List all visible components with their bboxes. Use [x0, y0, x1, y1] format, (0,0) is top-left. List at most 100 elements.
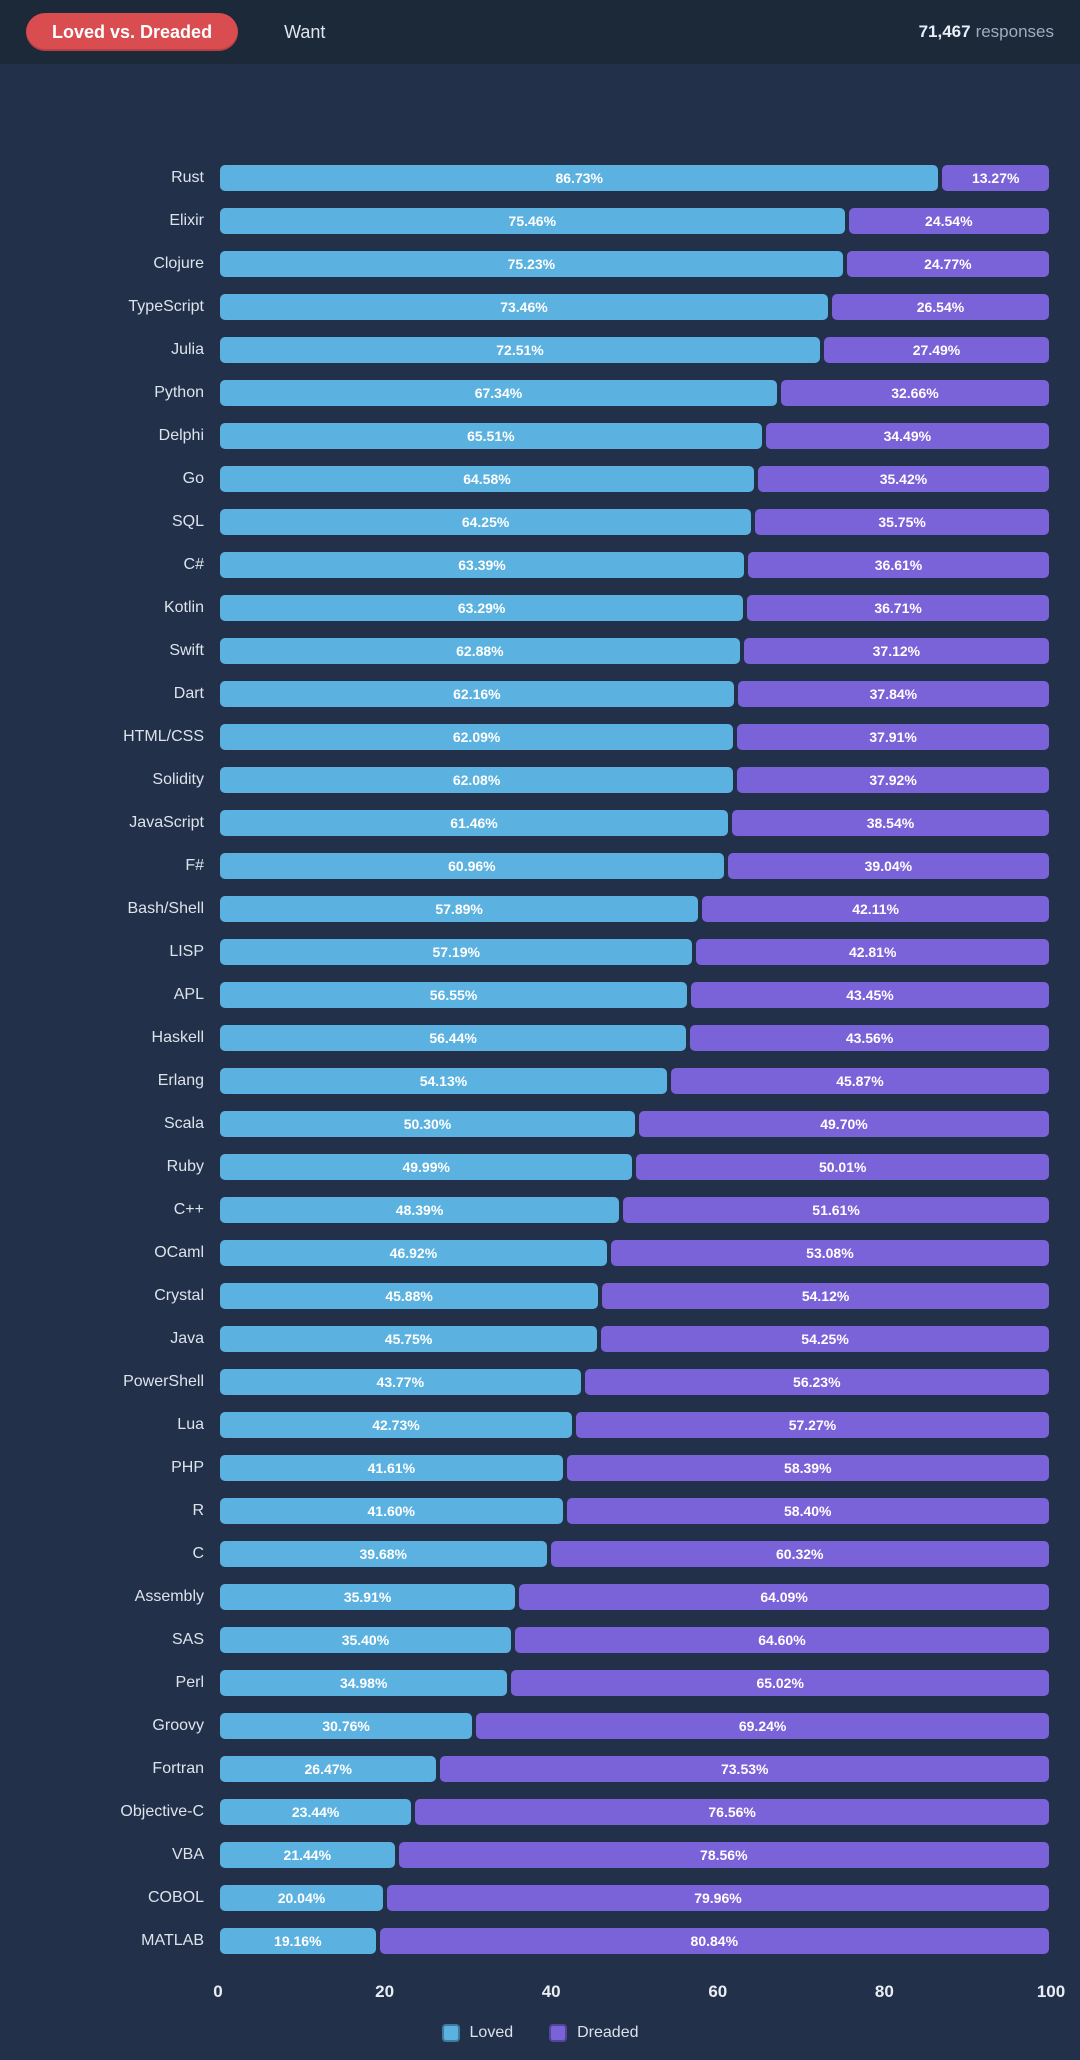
dreaded-bar-segment[interactable]: 56.23%	[582, 1366, 1051, 1397]
loved-bar-segment[interactable]: 61.46%	[218, 807, 730, 838]
dreaded-bar-segment[interactable]: 43.56%	[688, 1022, 1051, 1053]
bar-value-label: 35.91%	[343, 1588, 392, 1605]
dreaded-bar-segment[interactable]: 26.54%	[829, 291, 1051, 322]
legend-item-loved[interactable]: Loved	[441, 2024, 514, 2042]
bar-row: Dart 62.16% 37.84%	[0, 672, 1051, 715]
loved-bar-segment[interactable]: 54.13%	[218, 1065, 669, 1096]
loved-bar-segment[interactable]: 46.92%	[218, 1237, 609, 1268]
dreaded-bar-segment[interactable]: 57.27%	[573, 1409, 1051, 1440]
loved-bar-segment[interactable]: 56.55%	[218, 979, 690, 1010]
loved-bar-segment[interactable]: 62.16%	[218, 678, 736, 709]
dreaded-bar-segment[interactable]: 43.45%	[689, 979, 1051, 1010]
x-axis-tick: 0	[213, 1982, 223, 2001]
dreaded-bar-segment[interactable]: 35.75%	[753, 506, 1051, 537]
loved-bar-segment[interactable]: 26.47%	[218, 1753, 439, 1784]
loved-bar-segment[interactable]: 20.04%	[218, 1882, 385, 1913]
dreaded-bar-segment[interactable]: 64.09%	[517, 1581, 1051, 1612]
loved-bar-segment[interactable]: 42.73%	[218, 1409, 574, 1440]
bar-value-label: 65.02%	[756, 1674, 804, 1691]
loved-bar-segment[interactable]: 19.16%	[218, 1925, 378, 1956]
dreaded-bar-segment[interactable]: 54.25%	[599, 1323, 1051, 1354]
loved-bar-segment[interactable]: 49.99%	[218, 1151, 635, 1182]
bar-row: Rust 86.73% 13.27%	[0, 156, 1051, 199]
loved-bar-segment[interactable]: 63.39%	[218, 549, 747, 580]
loved-bar-segment[interactable]: 65.51%	[218, 420, 764, 451]
bar-value-label: 76.56%	[708, 1803, 756, 1820]
loved-bar-segment[interactable]: 62.08%	[218, 764, 736, 795]
loved-bar-segment[interactable]: 39.68%	[218, 1538, 549, 1569]
dreaded-bar-segment[interactable]: 37.84%	[735, 678, 1051, 709]
language-label: Assembly	[134, 1587, 204, 1605]
dreaded-bar-segment[interactable]: 24.54%	[846, 205, 1051, 236]
dreaded-bar-segment[interactable]: 58.40%	[564, 1495, 1051, 1526]
loved-bar-segment[interactable]: 86.73%	[218, 162, 941, 193]
dreaded-bar-segment[interactable]: 65.02%	[509, 1667, 1051, 1698]
loved-bar-segment[interactable]: 41.61%	[218, 1452, 565, 1483]
dreaded-bar-segment[interactable]: 51.61%	[621, 1194, 1051, 1225]
dreaded-bar-segment[interactable]: 37.12%	[741, 635, 1051, 666]
loved-bar-segment[interactable]: 23.44%	[218, 1796, 414, 1827]
dreaded-bar-segment[interactable]: 64.60%	[512, 1624, 1051, 1655]
dreaded-bar-segment[interactable]: 73.53%	[438, 1753, 1051, 1784]
loved-bar-segment[interactable]: 21.44%	[218, 1839, 397, 1870]
dreaded-bar-segment[interactable]: 49.70%	[636, 1108, 1051, 1139]
loved-bar-segment[interactable]: 35.40%	[218, 1624, 513, 1655]
dreaded-bar-segment[interactable]: 42.81%	[694, 936, 1051, 967]
loved-bar-segment[interactable]: 34.98%	[218, 1667, 510, 1698]
dreaded-bar-segment[interactable]: 60.32%	[548, 1538, 1051, 1569]
loved-bar-segment[interactable]: 57.19%	[218, 936, 695, 967]
dreaded-bar-segment[interactable]: 45.87%	[668, 1065, 1051, 1096]
bar-group: 35.91% 64.09%	[218, 1581, 1051, 1612]
loved-bar-segment[interactable]: 41.60%	[218, 1495, 565, 1526]
loved-bar-segment[interactable]: 60.96%	[218, 850, 726, 881]
loved-bar-segment[interactable]: 30.76%	[218, 1710, 475, 1741]
dreaded-bar-segment[interactable]: 76.56%	[413, 1796, 1051, 1827]
loved-bar-segment[interactable]: 73.46%	[218, 291, 830, 322]
loved-bar-segment[interactable]: 64.58%	[218, 463, 756, 494]
loved-bar-segment[interactable]: 62.09%	[218, 721, 736, 752]
dreaded-bar-segment[interactable]: 78.56%	[396, 1839, 1051, 1870]
dreaded-bar-segment[interactable]: 37.92%	[735, 764, 1051, 795]
loved-bar-segment[interactable]: 35.91%	[218, 1581, 518, 1612]
dreaded-bar-segment[interactable]: 36.61%	[746, 549, 1051, 580]
loved-bar-segment[interactable]: 56.44%	[218, 1022, 689, 1053]
dreaded-bar-segment[interactable]: 50.01%	[634, 1151, 1051, 1182]
bar-value-label: 50.30%	[403, 1115, 452, 1132]
loved-bar-segment[interactable]: 67.34%	[218, 377, 779, 408]
dreaded-bar-segment[interactable]: 35.42%	[755, 463, 1051, 494]
dreaded-bar-segment[interactable]: 13.27%	[940, 162, 1051, 193]
loved-bar-segment[interactable]: 48.39%	[218, 1194, 622, 1225]
loved-bar-segment[interactable]: 75.46%	[218, 205, 847, 236]
loved-bar-segment[interactable]: 45.75%	[218, 1323, 600, 1354]
loved-bar-segment[interactable]: 50.30%	[218, 1108, 637, 1139]
dreaded-bar-segment[interactable]: 80.84%	[377, 1925, 1051, 1956]
loved-bar-segment[interactable]: 57.89%	[218, 893, 701, 924]
bar-row: Clojure 75.23% 24.77%	[0, 242, 1051, 285]
dreaded-bar-segment[interactable]: 27.49%	[822, 334, 1051, 365]
dreaded-bar-segment[interactable]: 58.39%	[564, 1452, 1051, 1483]
bar-row: Lua 42.73% 57.27%	[0, 1403, 1051, 1446]
dreaded-bar-segment[interactable]: 79.96%	[384, 1882, 1051, 1913]
dreaded-bar-segment[interactable]: 69.24%	[474, 1710, 1051, 1741]
loved-bar-segment[interactable]: 75.23%	[218, 248, 845, 279]
dreaded-bar-segment[interactable]: 38.54%	[729, 807, 1051, 838]
loved-bar-segment[interactable]: 43.77%	[218, 1366, 583, 1397]
dreaded-bar-segment[interactable]: 37.91%	[735, 721, 1051, 752]
loved-bar-segment[interactable]: 64.25%	[218, 506, 754, 537]
dreaded-bar-segment[interactable]: 34.49%	[763, 420, 1051, 451]
loved-bar-segment[interactable]: 72.51%	[218, 334, 822, 365]
dreaded-bar-segment[interactable]: 39.04%	[725, 850, 1051, 881]
dreaded-bar-segment[interactable]: 24.77%	[844, 248, 1051, 279]
legend-item-dreaded[interactable]: Dreaded	[549, 2024, 638, 2042]
tab-loved-dreaded[interactable]: Loved vs. Dreaded	[26, 13, 239, 51]
loved-bar-segment[interactable]: 45.88%	[218, 1280, 601, 1311]
dreaded-bar-segment[interactable]: 32.66%	[778, 377, 1051, 408]
loved-bar-segment[interactable]: 62.88%	[218, 635, 742, 666]
dreaded-bar-segment[interactable]: 42.11%	[700, 893, 1051, 924]
dreaded-bar-segment[interactable]: 54.12%	[600, 1280, 1051, 1311]
dreaded-bar-segment[interactable]: 36.71%	[745, 592, 1051, 623]
legend-label: Loved	[469, 2024, 514, 2041]
loved-bar-segment[interactable]: 63.29%	[218, 592, 746, 623]
dreaded-bar-segment[interactable]: 53.08%	[608, 1237, 1051, 1268]
tab-want[interactable]: Want	[284, 22, 326, 42]
